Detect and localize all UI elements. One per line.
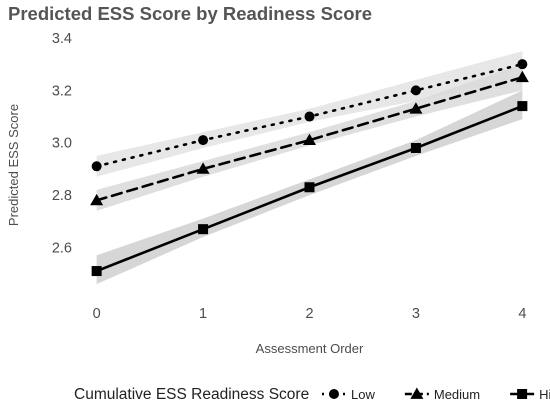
- legend-label-low: Low: [351, 387, 375, 402]
- data-point-high-3: [410, 142, 421, 153]
- x-tick-label-3: 3: [412, 306, 420, 322]
- y-tick-label-0: 2.6: [52, 240, 72, 256]
- y-tick-label-4: 3.4: [52, 31, 72, 47]
- data-point-medium-1: [196, 162, 210, 174]
- data-point-medium-3: [409, 102, 423, 114]
- series-line-medium: [95, 75, 524, 202]
- x-tick-label-0: 0: [93, 306, 101, 322]
- legend-key-marker-low: [329, 389, 339, 399]
- data-point-medium-2: [303, 133, 316, 145]
- y-tick-label-3: 3.2: [52, 83, 72, 99]
- data-point-high-1: [198, 224, 209, 235]
- legend-key-marker-medium: [410, 387, 424, 399]
- data-point-high-2: [304, 182, 315, 193]
- data-point-low-1: [198, 135, 209, 146]
- legend-label-high: High: [539, 387, 550, 402]
- x-tick-label-2: 2: [305, 306, 313, 322]
- y-axis-title: Predicted ESS Score: [6, 104, 21, 226]
- data-point-high-0: [91, 266, 102, 277]
- data-point-high-4: [517, 101, 528, 112]
- data-point-low-2: [304, 111, 315, 122]
- legend-label-medium: Medium: [434, 387, 480, 402]
- chart-title: Predicted ESS Score by Readiness Score: [8, 3, 372, 24]
- legend-title: Cumulative ESS Readiness Score: [74, 386, 309, 403]
- x-tick-label-4: 4: [518, 306, 526, 322]
- legend-key-marker-high: [517, 389, 528, 399]
- y-tick-label-1: 2.8: [52, 188, 72, 204]
- y-tick-label-2: 3.0: [52, 136, 72, 152]
- x-axis-title: Assessment Order: [256, 341, 364, 356]
- data-point-low-0: [91, 161, 102, 172]
- data-point-medium-4: [515, 70, 529, 83]
- x-tick-label-1: 1: [199, 306, 207, 322]
- data-point-low-4: [517, 59, 528, 70]
- data-point-medium-0: [90, 193, 104, 206]
- data-point-low-3: [410, 85, 421, 96]
